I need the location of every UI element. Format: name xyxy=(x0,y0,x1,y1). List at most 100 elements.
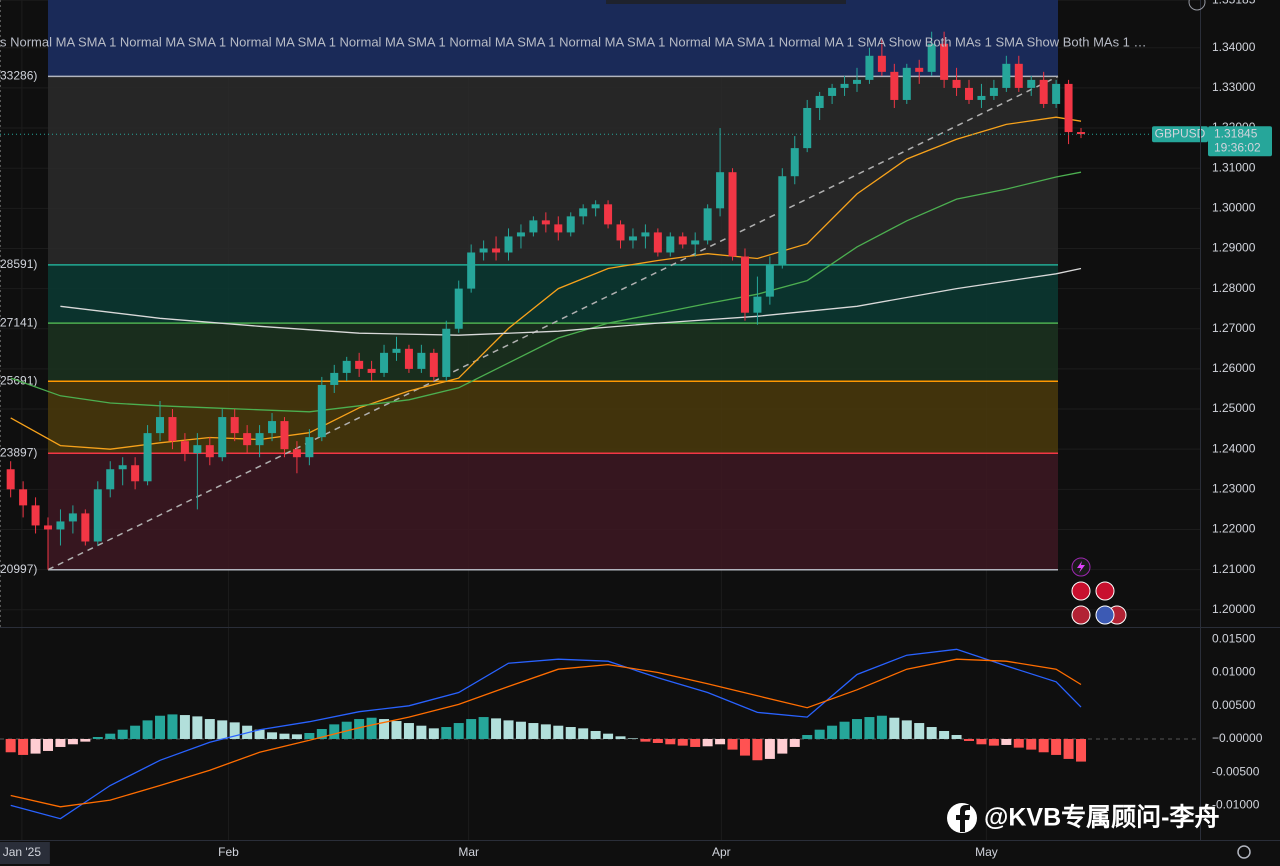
candle-body xyxy=(840,83,849,88)
histogram-bar xyxy=(478,717,489,739)
y-tick-label: 0.00500 xyxy=(1212,698,1256,712)
fib-zone xyxy=(48,453,1058,570)
candle-body xyxy=(716,172,725,209)
candle-body xyxy=(442,328,451,377)
histogram-bar xyxy=(279,733,290,739)
histogram-bar xyxy=(677,738,688,746)
histogram-bar xyxy=(727,738,738,750)
candle-body xyxy=(1027,79,1036,88)
candle-body xyxy=(566,216,575,233)
candle-body xyxy=(740,256,749,313)
candle-body xyxy=(1077,132,1086,135)
histogram-bar xyxy=(1026,738,1037,750)
event-icon[interactable] xyxy=(1095,605,1115,625)
fib-level-label: 20997) xyxy=(0,562,37,576)
candle-body xyxy=(703,208,712,241)
histogram-bar xyxy=(889,717,900,739)
histogram-bar xyxy=(43,738,54,751)
y-tick-label: 1.20000 xyxy=(1212,602,1256,616)
candle-body xyxy=(989,87,998,96)
trend-line xyxy=(47,75,1059,571)
histogram-bar xyxy=(92,736,103,739)
histogram-bar xyxy=(1038,738,1049,753)
histogram-bar xyxy=(764,738,775,759)
histogram-bar xyxy=(254,729,265,739)
candle-body xyxy=(965,87,974,100)
countdown-label: 19:36:02 xyxy=(1214,140,1261,154)
histogram-bar xyxy=(652,738,663,743)
candle-body xyxy=(977,95,986,100)
y-tick-label: 1.23000 xyxy=(1212,481,1256,495)
y-tick-label: 0.01000 xyxy=(1212,665,1256,679)
candle-body xyxy=(828,87,837,96)
zoom-button[interactable] xyxy=(1188,0,1206,11)
settings-button[interactable] xyxy=(1237,845,1251,859)
line-series xyxy=(10,648,1082,820)
histogram-bar xyxy=(540,724,551,739)
fib-zone xyxy=(48,0,1058,77)
candle-body xyxy=(392,348,401,353)
candle-body xyxy=(467,252,476,289)
histogram-bar xyxy=(18,738,29,755)
y-tick-label: 1.29000 xyxy=(1212,241,1256,255)
histogram-bar xyxy=(179,715,190,739)
top-toolbar xyxy=(606,0,846,4)
histogram-bar xyxy=(578,728,589,739)
event-icon[interactable] xyxy=(1071,581,1091,601)
histogram-bar xyxy=(67,738,78,745)
candle-body xyxy=(330,372,339,385)
y-tick-label: 1.22000 xyxy=(1212,522,1256,536)
candle-body xyxy=(790,148,799,177)
bolt xyxy=(1077,561,1085,573)
histogram-bar xyxy=(142,720,153,739)
candle-body xyxy=(641,232,650,237)
histogram-bar xyxy=(851,719,862,739)
candle-body xyxy=(902,67,911,100)
fib-zone xyxy=(48,381,1058,454)
candle-body xyxy=(31,505,40,526)
histogram-bar xyxy=(329,724,340,739)
x-tick-label: Apr xyxy=(712,845,731,859)
candle-body xyxy=(529,220,538,233)
candle-body xyxy=(691,240,700,245)
histogram-bar xyxy=(105,733,116,739)
y-tick-label: −0.00000 xyxy=(1212,731,1263,745)
y-tick-label: 1.33000 xyxy=(1212,80,1256,94)
event-icon[interactable] xyxy=(1071,605,1091,625)
fib-zone xyxy=(48,76,1058,265)
fib-level-label: 28591) xyxy=(0,257,37,271)
x-tick-label: Jan '25 xyxy=(3,845,42,859)
y-tick-label: 1.28000 xyxy=(1212,281,1256,295)
histogram-bar xyxy=(615,736,626,739)
candle-body xyxy=(604,204,613,225)
candle-body xyxy=(815,95,824,108)
candle-body xyxy=(454,288,463,329)
histogram-bar xyxy=(491,718,502,739)
event-icon[interactable] xyxy=(1095,581,1115,601)
histogram-bar xyxy=(515,721,526,739)
y-tick-label: 1.26000 xyxy=(1212,361,1256,375)
candle-body xyxy=(541,220,550,225)
y-tick-label: 1.34000 xyxy=(1212,40,1256,54)
candle-body xyxy=(230,417,239,434)
histogram-bar xyxy=(391,721,402,739)
price-tag-label: 1.31845 xyxy=(1214,126,1258,140)
fib-level-label: 23897) xyxy=(0,445,37,459)
y-tick-label: 1.31000 xyxy=(1212,160,1256,174)
histogram-bar xyxy=(901,720,912,739)
candle-body xyxy=(616,224,625,241)
price-tag xyxy=(1208,126,1272,157)
candle-body xyxy=(628,236,637,241)
histogram-bar xyxy=(304,733,315,739)
line-series xyxy=(10,658,1082,808)
candle-body xyxy=(504,236,513,253)
histogram-bar xyxy=(267,732,278,739)
candle-body xyxy=(803,107,812,149)
candle-body xyxy=(666,236,675,253)
histogram-bar xyxy=(55,738,66,747)
histogram-bar xyxy=(926,727,937,739)
macd-pane xyxy=(0,628,1200,840)
candle-body xyxy=(653,232,662,253)
candle-body xyxy=(1052,83,1061,104)
